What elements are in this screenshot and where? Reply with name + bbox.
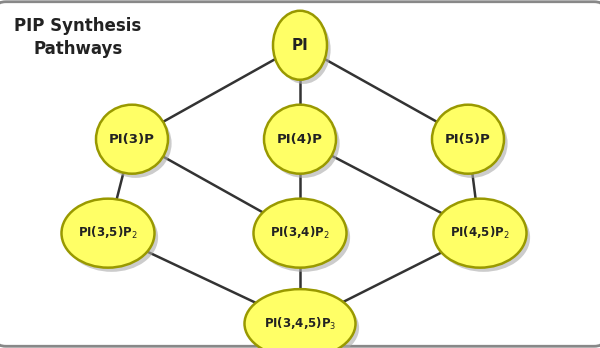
Text: PI(3)P: PI(3)P bbox=[109, 133, 155, 146]
Ellipse shape bbox=[100, 109, 172, 178]
Text: PI(3,5)P$_2$: PI(3,5)P$_2$ bbox=[78, 225, 138, 241]
Ellipse shape bbox=[254, 199, 347, 268]
Ellipse shape bbox=[432, 105, 504, 174]
Text: PI(4)P: PI(4)P bbox=[277, 133, 323, 146]
Ellipse shape bbox=[96, 105, 168, 174]
Ellipse shape bbox=[268, 109, 340, 178]
Text: PI(3,4,5)P$_3$: PI(3,4,5)P$_3$ bbox=[264, 316, 336, 332]
Ellipse shape bbox=[62, 199, 155, 268]
Ellipse shape bbox=[433, 199, 527, 268]
Ellipse shape bbox=[437, 203, 530, 272]
Ellipse shape bbox=[257, 203, 350, 272]
Ellipse shape bbox=[248, 293, 359, 348]
Ellipse shape bbox=[277, 15, 331, 84]
Text: PI(3,4)P$_2$: PI(3,4)P$_2$ bbox=[270, 225, 330, 241]
Ellipse shape bbox=[264, 105, 336, 174]
Ellipse shape bbox=[273, 11, 327, 80]
Text: PI: PI bbox=[292, 38, 308, 53]
Text: PI(4,5)P$_2$: PI(4,5)P$_2$ bbox=[450, 225, 510, 241]
Text: PI(5)P: PI(5)P bbox=[445, 133, 491, 146]
Ellipse shape bbox=[245, 289, 355, 348]
Ellipse shape bbox=[65, 203, 158, 272]
Text: PIP Synthesis
Pathways: PIP Synthesis Pathways bbox=[14, 17, 142, 58]
Ellipse shape bbox=[436, 109, 508, 178]
